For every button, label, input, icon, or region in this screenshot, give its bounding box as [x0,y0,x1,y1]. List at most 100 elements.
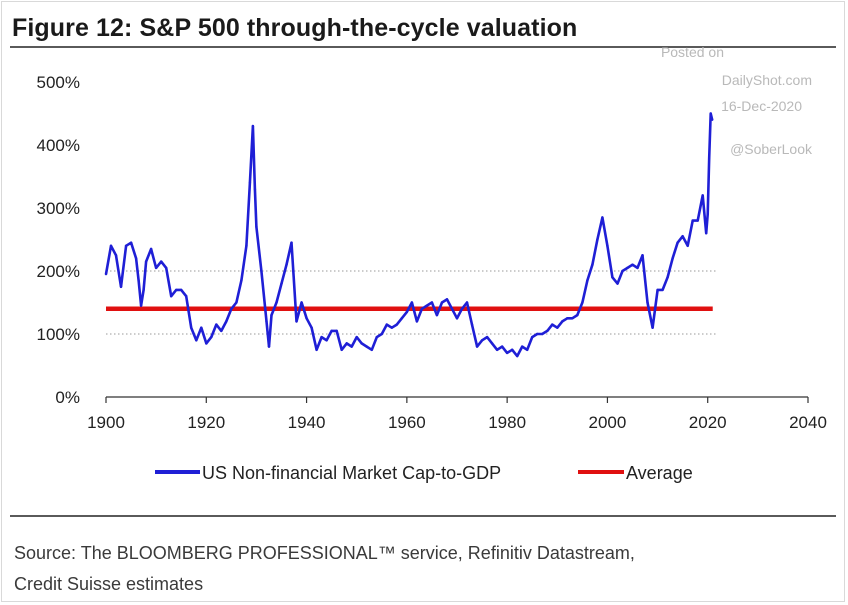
data-point [215,323,218,326]
data-point [576,313,579,317]
data-point [235,301,238,304]
data-point [240,279,243,282]
data-point [137,279,140,282]
x-tick-label: 1900 [87,413,125,432]
title-divider [10,46,836,48]
data-point [606,244,609,247]
data-point [285,263,288,266]
market-cap-to-gdp-line [104,112,714,358]
data-point [450,307,454,310]
data-point [531,335,534,339]
data-point [255,225,258,229]
data-point [465,301,469,304]
y-tick-label: 200% [37,262,80,281]
data-point [671,257,674,260]
data-point [295,320,298,323]
data-point [340,348,343,351]
data-point [230,307,233,310]
data-point [430,301,434,304]
x-tick-label: 1960 [388,413,426,432]
data-point [225,320,228,323]
data-point [646,301,649,304]
data-point [656,288,659,292]
data-point [144,260,148,263]
data-point [180,288,183,292]
data-point [636,266,639,270]
legend-label-main: US Non-financial Market Cap-to-GDP [202,463,501,483]
data-point [200,326,203,329]
data-point [566,317,569,320]
data-point [661,288,664,292]
data-point [248,181,252,184]
data-point [395,323,399,326]
data-point [455,317,459,320]
data-point [626,266,629,270]
data-point [185,295,188,298]
watermark-posted-on: Posted on [660,44,724,60]
data-point [245,244,248,247]
data-point [631,263,634,266]
x-tick-label: 2000 [589,413,627,432]
data-point [220,329,223,333]
data-point [551,323,554,326]
data-point [420,307,424,310]
data-point [305,317,308,320]
data-point [129,241,133,244]
data-point [385,323,388,326]
data-point [705,232,708,235]
chart-title: Figure 12: S&P 500 through-the-cycle val… [12,14,578,42]
data-point [149,247,153,251]
data-point [410,301,414,304]
data-point [415,320,419,323]
data-point [561,320,564,323]
data-point [345,342,348,345]
data-point [495,348,499,351]
data-point [380,332,383,336]
data-point [154,266,158,270]
data-point [676,241,679,244]
x-tick-label: 1980 [488,413,526,432]
data-point [681,235,684,238]
legend-label-average: Average [626,463,693,483]
data-point [320,335,323,339]
data-point [470,323,474,326]
data-point [365,345,368,348]
data-point [556,326,559,329]
data-point [142,288,145,292]
source-line-2: Credit Suisse estimates [14,574,204,594]
y-tick-label: 500% [37,73,80,92]
data-point [706,213,709,216]
source-line-1: Source: The BLOOMBERG PROFESSIONAL™ serv… [14,543,635,563]
data-point [325,339,328,342]
data-point [195,339,198,342]
data-point [541,332,544,336]
data-point [275,301,278,304]
data-point [315,348,318,351]
data-point [581,301,584,304]
data-point [708,156,711,159]
data-point [480,339,484,342]
data-point [205,342,208,345]
data-point [621,269,624,273]
watermark-site: DailyShot.com [721,72,812,88]
series-layer [104,112,714,358]
data-point [280,282,283,285]
data-point [400,317,404,320]
data-point [267,345,271,348]
data-point [641,254,644,257]
data-point [536,332,539,336]
data-point [616,282,619,285]
data-point [360,342,363,345]
data-point [515,354,519,358]
data-point [260,269,263,273]
legend: US Non-financial Market Cap-to-GDP Averag… [155,463,693,483]
data-point [405,310,409,314]
y-tick-label: 0% [55,388,80,407]
data-point [175,288,178,292]
data-point [169,295,173,298]
axes: 0% 100% 200% 300% 400% 500% 1900 1920 1940 1960 19… [37,73,827,432]
data-point [159,260,163,263]
data-point [251,124,255,128]
